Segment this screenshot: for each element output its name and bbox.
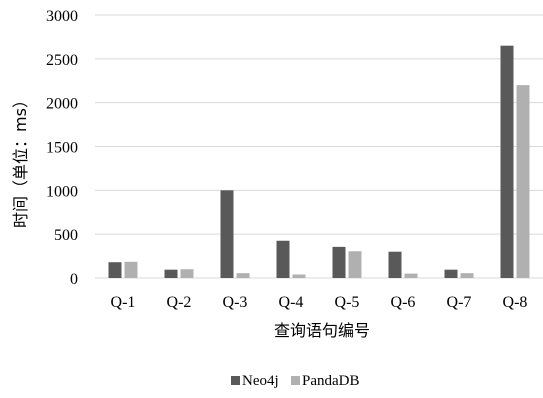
bars — [109, 46, 530, 278]
legend: Neo4j PandaDB — [231, 373, 360, 389]
x-axis: Q-1 Q-2 Q-3 Q-4 Q-5 Q-6 Q-7 Q-8 — [111, 294, 528, 311]
bar-pandadb-q-4 — [293, 274, 306, 278]
y-axis: 0 500 1000 1500 2000 2500 3000 — [46, 8, 78, 288]
y-tick-label: 3000 — [46, 8, 78, 25]
bar-pandadb-q-5 — [349, 251, 362, 278]
y-tick-label: 2500 — [46, 52, 78, 69]
x-tick-label: Q-4 — [279, 294, 304, 311]
bar-neo4j-q-2 — [165, 270, 178, 278]
bar-pandadb-q-7 — [461, 273, 474, 278]
bar-pandadb-q-2 — [181, 269, 194, 278]
bar-neo4j-q-8 — [501, 46, 514, 278]
legend-swatch-pandadb — [291, 376, 300, 385]
y-tick-label: 2000 — [46, 96, 78, 113]
bar-neo4j-q-4 — [277, 241, 290, 278]
x-tick-label: Q-2 — [167, 294, 192, 311]
bar-pandadb-q-3 — [237, 273, 250, 278]
bar-neo4j-q-5 — [333, 247, 346, 278]
x-tick-label: Q-7 — [447, 294, 472, 311]
x-tick-label: Q-6 — [391, 294, 416, 311]
bar-neo4j-q-3 — [221, 190, 234, 278]
gridlines — [95, 15, 543, 278]
legend-label-pandadb: PandaDB — [302, 373, 360, 389]
x-axis-title: 查询语句编号 — [274, 321, 370, 340]
bar-neo4j-q-1 — [109, 262, 122, 278]
y-tick-label: 1000 — [46, 183, 78, 200]
legend-label-neo4j: Neo4j — [242, 373, 279, 389]
y-axis-title: 时间（单位：ms） — [11, 92, 30, 228]
x-tick-label: Q-8 — [503, 294, 528, 311]
y-tick-label: 0 — [70, 271, 78, 288]
x-tick-label: Q-5 — [335, 294, 360, 311]
legend-swatch-neo4j — [231, 376, 240, 385]
y-tick-label: 500 — [54, 227, 78, 244]
x-tick-label: Q-1 — [111, 294, 136, 311]
bar-neo4j-q-7 — [445, 270, 458, 278]
bar-pandadb-q-1 — [125, 262, 138, 278]
x-tick-label: Q-3 — [223, 294, 248, 311]
y-tick-label: 1500 — [46, 140, 78, 157]
bar-pandadb-q-8 — [517, 85, 530, 278]
bar-neo4j-q-6 — [389, 252, 402, 278]
bar-pandadb-q-6 — [405, 274, 418, 278]
